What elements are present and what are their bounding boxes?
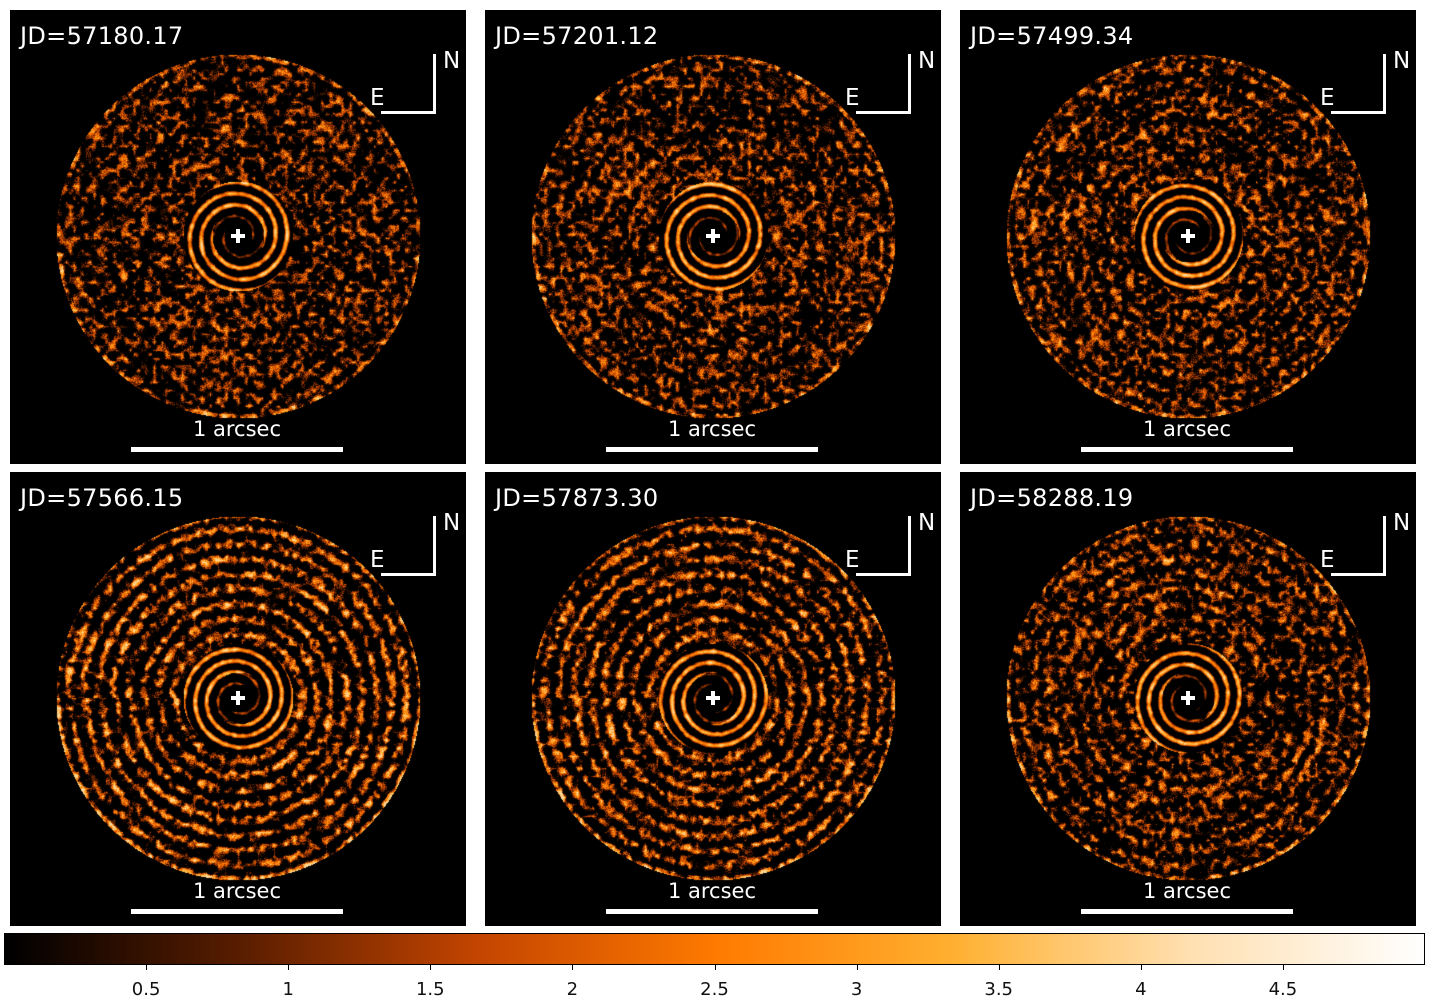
compass-north-arrow [908, 516, 911, 576]
colorbar-tick [430, 965, 432, 970]
image-panel-6: JD=58288.19 N E 1 arcsec [960, 472, 1416, 926]
compass-north-arrow [1383, 54, 1386, 114]
compass-east-arrow [381, 573, 436, 576]
julian-date-label: JD=57566.15 [20, 484, 184, 512]
image-panel-2: JD=57201.12 N E 1 arcsec [485, 10, 941, 464]
image-panel-1: JD=57180.17 N E 1 arcsec [10, 10, 466, 464]
colorbar-tick-label: 3 [850, 979, 863, 1000]
colorbar-tick-label: 2 [566, 979, 579, 1000]
colorbar-tick [1140, 965, 1142, 970]
scale-bar [131, 909, 343, 914]
colorbar-tick-label: 1 [282, 979, 294, 1000]
compass-north-label: N [443, 510, 461, 536]
compass: N E [1315, 40, 1415, 130]
scale-bar [1081, 909, 1293, 914]
colorbar-tick-label: 0.5 [131, 979, 161, 1000]
compass: N E [1315, 502, 1415, 592]
compass-east-arrow [856, 573, 911, 576]
colorbar-tick-label: 4.5 [1268, 979, 1298, 1000]
compass: N E [840, 502, 940, 592]
scale-bar-label: 1 arcsec [1142, 879, 1232, 903]
compass: N E [365, 502, 465, 592]
colorbar-tick-label: 3.5 [984, 979, 1014, 1000]
compass: N E [365, 40, 465, 130]
star-position-marker [1181, 691, 1195, 705]
star-position-marker [706, 229, 720, 243]
compass-north-label: N [1393, 48, 1411, 74]
star-position-marker [706, 691, 720, 705]
colorbar-tick [714, 965, 716, 970]
julian-date-label: JD=57201.12 [495, 22, 659, 50]
julian-date-label: JD=57499.34 [970, 22, 1134, 50]
star-position-marker [1181, 229, 1195, 243]
compass-east-arrow [856, 111, 911, 114]
compass-east-label: E [370, 547, 385, 573]
compass-north-arrow [908, 54, 911, 114]
compass-north-arrow [433, 516, 436, 576]
compass-east-label: E [1320, 547, 1335, 573]
scale-bar-label: 1 arcsec [192, 417, 282, 441]
colorbar-tick [572, 965, 574, 970]
julian-date-label: JD=57180.17 [20, 22, 184, 50]
compass-east-label: E [845, 85, 860, 111]
scale-bar-label: 1 arcsec [1142, 417, 1232, 441]
colorbar-tick [288, 965, 290, 970]
colorbar-tick-label: 2.5 [700, 979, 729, 1000]
compass-east-arrow [381, 111, 436, 114]
julian-date-label: JD=57873.30 [495, 484, 659, 512]
colorbar-tick-label: 4 [1135, 979, 1147, 1000]
image-panel-5: JD=57873.30 N E 1 arcsec [485, 472, 941, 926]
compass-north-label: N [1393, 510, 1411, 536]
colorbar [4, 933, 1425, 965]
compass-north-label: N [918, 510, 936, 536]
star-position-marker [231, 229, 245, 243]
image-panel-4: JD=57566.15 N E 1 arcsec [10, 472, 466, 926]
scale-bar [606, 909, 818, 914]
colorbar-tick [998, 965, 1000, 970]
image-panel-3: JD=57499.34 N E 1 arcsec [960, 10, 1416, 464]
colorbar-ticks: 0.5 1 1.5 2 2.5 3 3.5 4 4.5 [4, 965, 1425, 1003]
colorbar-tick [1282, 965, 1284, 970]
colorbar-tick [856, 965, 858, 970]
scale-bar [606, 447, 818, 452]
colorbar-tick [146, 965, 148, 970]
compass-north-label: N [918, 48, 936, 74]
scale-bar-label: 1 arcsec [667, 417, 757, 441]
compass-east-arrow [1331, 573, 1386, 576]
scale-bar [1081, 447, 1293, 452]
scale-bar-label: 1 arcsec [192, 879, 282, 903]
compass-north-arrow [1383, 516, 1386, 576]
julian-date-label: JD=58288.19 [970, 484, 1134, 512]
colorbar-tick-label: 1.5 [415, 979, 445, 1000]
star-position-marker [231, 691, 245, 705]
compass-north-arrow [433, 54, 436, 114]
scale-bar-label: 1 arcsec [667, 879, 757, 903]
colorbar-gradient [5, 934, 1424, 964]
scale-bar [131, 447, 343, 452]
compass: N E [840, 40, 940, 130]
compass-east-label: E [845, 547, 860, 573]
compass-east-label: E [370, 85, 385, 111]
compass-east-arrow [1331, 111, 1386, 114]
compass-north-label: N [443, 48, 461, 74]
compass-east-label: E [1320, 85, 1335, 111]
